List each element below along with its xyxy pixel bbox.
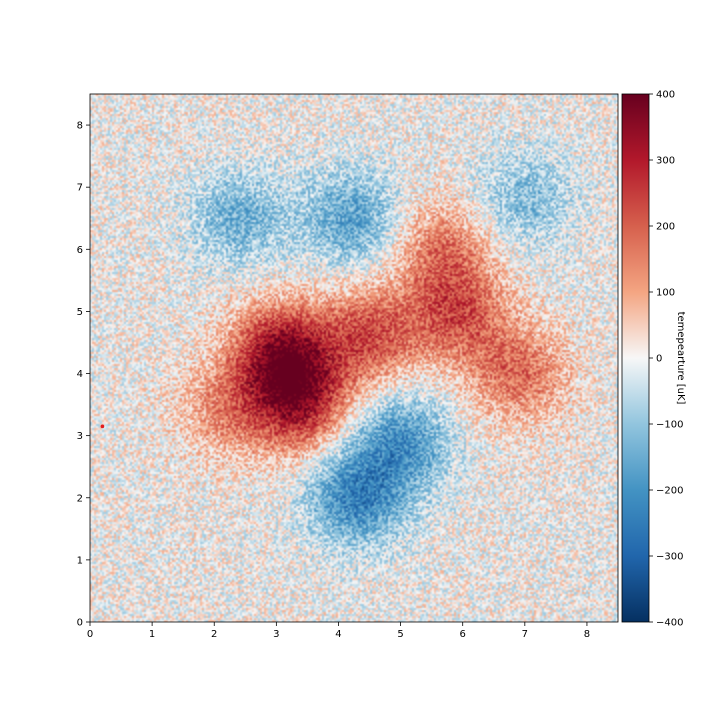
x-tick-label: 8 — [584, 629, 590, 640]
x-tick-label: 7 — [522, 629, 528, 640]
colorbar-tick-label: 400 — [656, 90, 675, 101]
y-tick-label: 5 — [77, 307, 83, 318]
x-tick-label: 2 — [211, 629, 217, 640]
y-tick-label: 4 — [77, 369, 83, 380]
colorbar-tick-label: −300 — [656, 552, 683, 563]
colorbar-ticks: 400 300 200 100 0 −100 −200 −300 −400 — [649, 90, 683, 629]
heatmap-image — [90, 94, 618, 622]
colorbar: 400 300 200 100 0 −100 −200 −300 −400 temepeartu… — [621, 90, 686, 629]
y-tick-label: 0 — [77, 618, 83, 629]
colorbar-gradient — [621, 93, 650, 623]
y-tick-label: 7 — [77, 183, 83, 194]
colorbar-label: temepearture [uK] — [675, 312, 686, 405]
colorbar-tick-label: 200 — [656, 222, 675, 233]
colorbar-tick-label: −400 — [656, 618, 683, 629]
colorbar-tick-label: 0 — [656, 354, 662, 365]
x-axis: 0 1 2 3 4 5 6 7 8 — [87, 622, 590, 640]
x-tick-label: 1 — [149, 629, 155, 640]
y-tick-label: 8 — [77, 121, 83, 132]
x-tick-label: 0 — [87, 629, 93, 640]
heatmap-plot-area — [89, 93, 619, 623]
y-tick-label: 2 — [77, 493, 83, 504]
colorbar-tick-label: −200 — [656, 486, 683, 497]
x-tick-label: 3 — [273, 629, 279, 640]
y-tick-label: 6 — [77, 245, 83, 256]
x-tick-label: 5 — [397, 629, 403, 640]
colorbar-tick-label: 100 — [656, 288, 675, 299]
point-source-marker — [100, 424, 105, 429]
y-axis: 0 1 2 3 4 5 6 7 8 — [77, 121, 90, 629]
y-tick-label: 1 — [77, 555, 83, 566]
colorbar-tick-label: −100 — [656, 420, 683, 431]
colorbar-tick-label: 300 — [656, 156, 675, 167]
y-tick-label: 3 — [77, 431, 83, 442]
plot-frame — [89, 93, 619, 623]
x-tick-label: 4 — [335, 629, 341, 640]
x-tick-label: 6 — [460, 629, 466, 640]
